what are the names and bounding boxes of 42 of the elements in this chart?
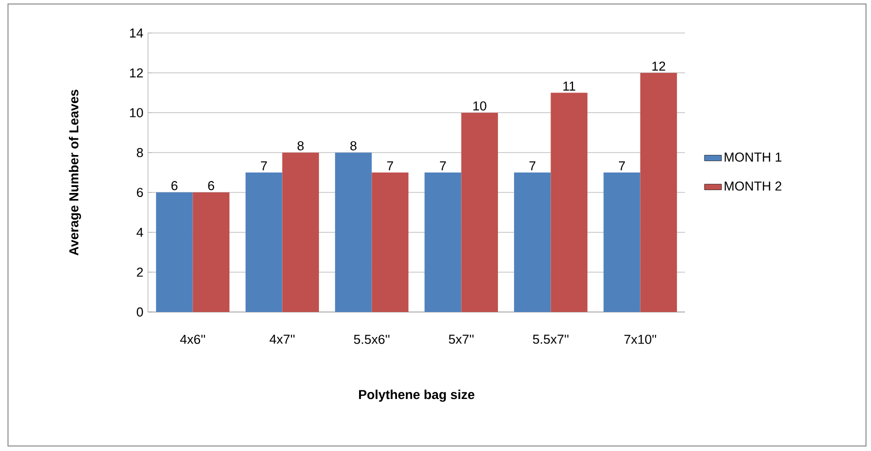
y-tick-label: 8 [136,148,143,158]
bar [335,152,372,312]
bar [550,92,588,312]
x-tick-label: 7x10'' [624,334,656,344]
bar [156,192,193,312]
data-label: 7 [618,161,625,170]
bar [192,192,230,312]
data-label: 12 [652,62,666,71]
data-label: 6 [171,181,178,190]
data-label: 7 [529,161,536,170]
x-axis-title: Polythene bag size [359,390,474,402]
bar [640,72,677,312]
bar [246,172,282,312]
data-label: 8 [298,141,304,150]
y-tick-label: 0 [136,307,143,317]
bar [424,172,462,312]
legend-label: MONTH 2 [724,181,782,191]
data-label: 11 [563,82,576,91]
legend-label: MONTH 1 [724,152,782,162]
x-tick-label: 5x7'' [448,334,474,344]
x-tick-label: 4x7'' [270,334,295,344]
y-tick-label: 6 [136,188,143,198]
bar [604,172,640,312]
x-tick-label: 4x6'' [180,334,206,344]
y-axis-title: Average Number of Leaves [68,90,82,256]
bar [372,172,408,312]
bar [282,152,319,312]
bar [461,112,498,312]
y-tick-label: 12 [130,68,143,78]
data-label: 6 [208,181,214,190]
bar [514,172,551,312]
data-label: 7 [387,161,394,170]
data-label: 7 [440,161,446,170]
x-tick-label: 5.5x6'' [354,334,390,344]
y-tick-label: 14 [130,28,144,38]
data-label: 10 [473,101,486,111]
y-tick-label: 2 [136,268,143,277]
data-label: 7 [260,161,267,170]
data-label: 8 [350,141,356,150]
y-tick-label: 10 [130,108,143,118]
y-tick-label: 4 [136,228,144,237]
x-tick-label: 5.5x7'' [532,334,568,344]
